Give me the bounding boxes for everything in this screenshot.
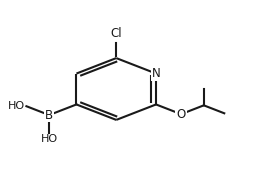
Text: HO: HO <box>41 134 58 144</box>
Text: HO: HO <box>8 101 25 111</box>
Text: B: B <box>45 109 53 122</box>
Text: Cl: Cl <box>110 27 122 40</box>
Text: O: O <box>176 108 186 121</box>
Text: N: N <box>152 67 161 80</box>
